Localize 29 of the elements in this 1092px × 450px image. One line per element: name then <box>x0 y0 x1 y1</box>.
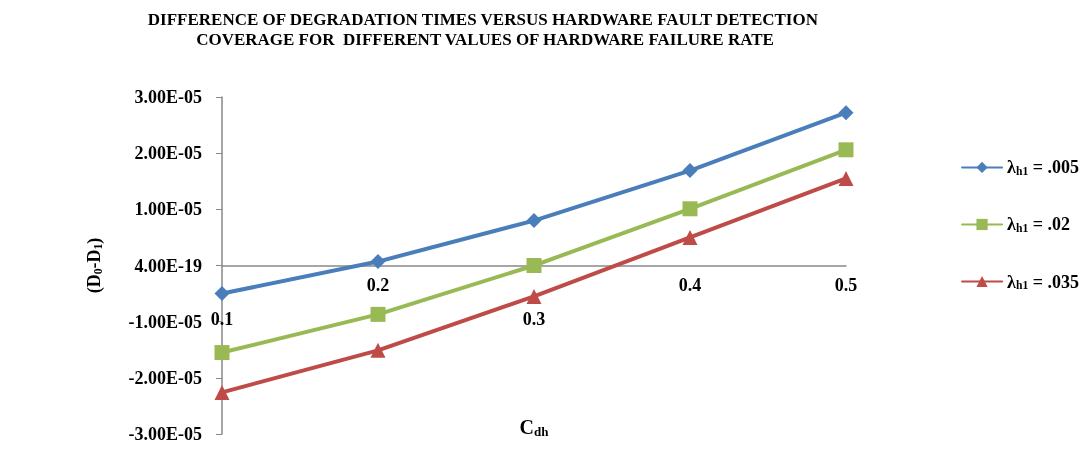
point <box>526 288 542 304</box>
x-tick-label: 0.2 <box>366 274 390 295</box>
point <box>526 213 542 229</box>
x-tick-label: 0.1 <box>210 308 234 329</box>
point <box>682 201 698 217</box>
y-tick-label: 4.00E-19 <box>134 255 202 276</box>
point <box>370 342 386 358</box>
x-tick-label: 0.3 <box>522 308 546 329</box>
y-tick-label: 3.00E-05 <box>134 87 202 107</box>
point <box>838 170 854 186</box>
point <box>682 229 698 245</box>
y-tick-label: 2.00E-05 <box>134 143 202 164</box>
point <box>214 384 230 400</box>
point <box>526 258 542 273</box>
point <box>682 163 698 179</box>
point <box>214 286 230 302</box>
point <box>370 254 386 270</box>
x-tick-label: 0.4 <box>678 274 702 295</box>
point <box>838 142 854 158</box>
x-tick-label: 0.5 <box>834 274 858 295</box>
chart-title: DIFFERENCE OF DEGRADATION TIMES VERSUS HARDWARE FAULT DETECTION COVERAGE FOR DIFFERENT VALUES OF HARDWARE FAILURE RATE <box>147 9 823 49</box>
y-tick-label: -1.00E-05 <box>128 311 202 332</box>
y-tick-label: -2.00E-05 <box>128 367 202 388</box>
y-tick-label: -3.00E-05 <box>128 424 202 444</box>
point <box>838 105 854 121</box>
y-tick-label: 1.00E-05 <box>134 199 202 220</box>
point <box>214 345 230 361</box>
y-axis-title: (D0-D1) <box>83 237 105 294</box>
point <box>370 306 386 322</box>
